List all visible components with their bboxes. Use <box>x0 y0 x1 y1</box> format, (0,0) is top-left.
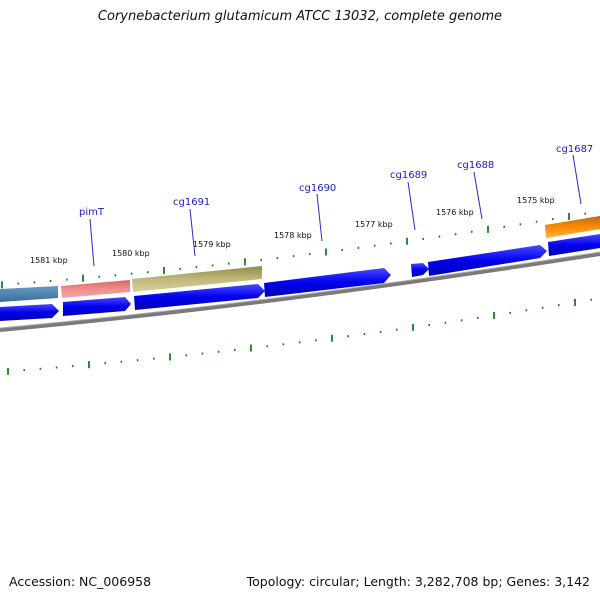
leader-line <box>572 154 582 205</box>
gene-label-cg1691[interactable]: cg1691 <box>173 197 210 208</box>
genome-summary: Topology: circular; Length: 3,282,708 bp… <box>246 574 590 589</box>
leader-line <box>316 193 323 242</box>
feature-track <box>0 216 600 302</box>
gene-label-cg1688[interactable]: cg1688 <box>457 160 494 171</box>
ruler-label: 1580 kbp <box>112 249 150 258</box>
leader-line <box>407 181 416 231</box>
ruler-ticks-lower <box>7 298 593 375</box>
gene-label-cg1689[interactable]: cg1689 <box>390 170 427 181</box>
gene-labels: pimT cg1691 cg1690 cg1689 cg1688 cg1687 <box>79 144 593 218</box>
feature-cg1691[interactable] <box>132 266 262 292</box>
genome-backbone-highlight <box>0 251 600 329</box>
cds-arrow[interactable] <box>548 234 600 256</box>
cds-arrow[interactable] <box>63 297 131 316</box>
cds-arrow[interactable] <box>0 304 59 321</box>
feature-pimT[interactable] <box>61 280 130 298</box>
map-title: Corynebacterium glutamicum ATCC 13032, c… <box>97 9 503 24</box>
ruler-label: 1579 kbp <box>193 240 231 249</box>
gene-label-cg1690[interactable]: cg1690 <box>299 183 336 194</box>
ruler-label: 1577 kbp <box>355 220 393 229</box>
leader-line <box>473 171 483 220</box>
cds-arrow[interactable] <box>264 268 391 297</box>
feature-steelblue[interactable] <box>0 286 58 302</box>
accession-label: Accession: NC_006958 <box>9 574 152 589</box>
cds-track <box>0 234 600 321</box>
cds-arrow[interactable] <box>134 284 265 310</box>
gene-label-leaders <box>89 154 582 267</box>
ruler-label: 1578 kbp <box>274 231 312 240</box>
ruler-label: 1575 kbp <box>517 196 555 205</box>
ruler-label: 1581 kbp <box>30 256 68 265</box>
ruler-label: 1576 kbp <box>436 208 474 217</box>
leader-line <box>89 218 95 267</box>
cds-arrow[interactable] <box>428 245 547 276</box>
genome-backbone <box>0 252 600 332</box>
gene-label-cg1687[interactable]: cg1687 <box>556 144 593 155</box>
ruler-labels: 1581 kbp 1580 kbp 1579 kbp 1578 kbp 1577… <box>30 196 555 265</box>
ruler-ticks-upper <box>1 212 587 289</box>
cds-arrow[interactable] <box>411 263 429 277</box>
feature-cg1687[interactable] <box>545 216 600 238</box>
leader-line <box>189 208 196 257</box>
gene-label-pimT[interactable]: pimT <box>79 207 105 218</box>
